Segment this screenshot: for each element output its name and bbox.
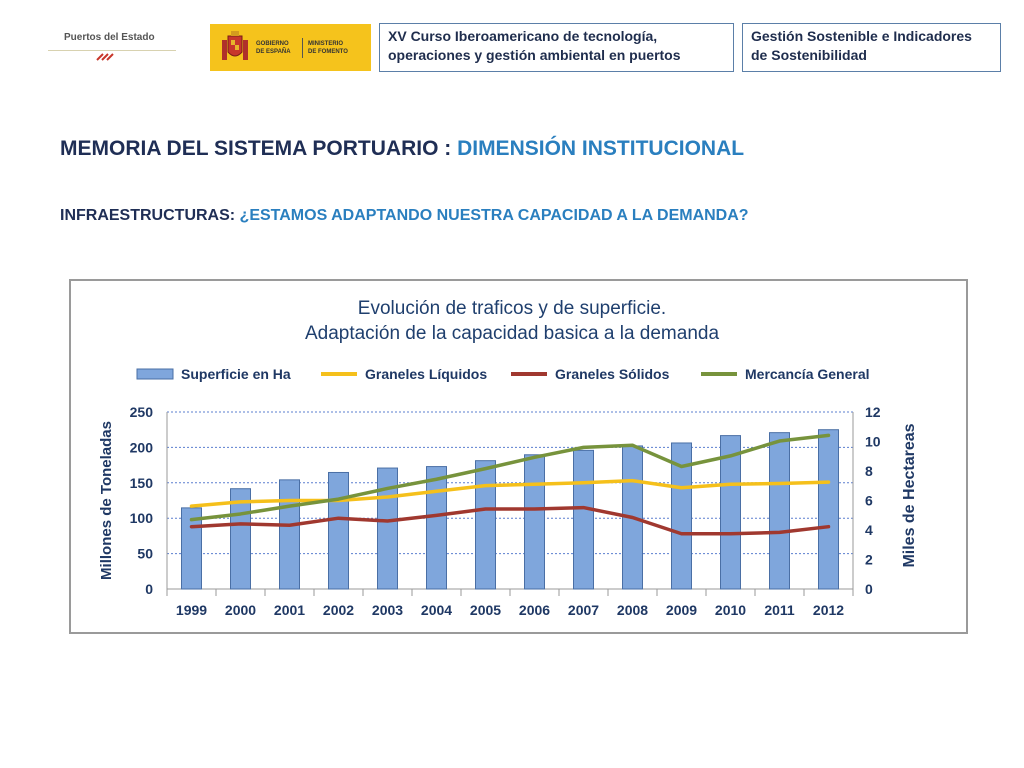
bar-superficie-10 xyxy=(671,442,692,590)
bar-superficie-13 xyxy=(818,429,839,590)
legend-label-3: Mercancía General xyxy=(745,366,870,382)
bar-superficie-6 xyxy=(475,460,496,590)
x-tick-label-13: 2012 xyxy=(813,602,844,618)
y2-tick-label-0: 12 xyxy=(865,404,881,420)
series-line-2 xyxy=(189,505,831,536)
legend-label-0: Superficie en Ha xyxy=(181,366,291,382)
y2-tick-label-1: 10 xyxy=(865,434,881,450)
legend-label-1: Graneles Líquidos xyxy=(365,366,487,382)
traffic-surface-chart: Evolución de traficos y de superficie. Ad… xyxy=(98,298,918,618)
chart-title: Evolución de traficos y de superficie. xyxy=(358,298,666,319)
y-axis-title: Millones de Toneladas xyxy=(98,421,115,580)
page-subtitle-prefix: INFRAESTRUCTURAS: xyxy=(60,207,240,224)
y-tick-label-4: 50 xyxy=(137,546,153,562)
x-tick-label-0: 1999 xyxy=(176,602,207,618)
chart-frame: Evolución de traficos y de superficie. Ad… xyxy=(69,279,968,634)
series-line-3 xyxy=(189,433,831,522)
y2-tick-label-3: 6 xyxy=(865,493,873,509)
ministerio-line-1: MINISTERIO xyxy=(308,41,344,47)
page-title: MEMORIA DEL SISTEMA PORTUARIO : DIMENSIÓ… xyxy=(60,137,744,161)
y-tick-label-0: 250 xyxy=(130,404,154,420)
x-tick-label-12: 2011 xyxy=(764,602,795,618)
bar-superficie-11 xyxy=(720,435,741,590)
x-tick-label-7: 2006 xyxy=(519,602,550,618)
x-tick-label-2: 2001 xyxy=(274,602,305,618)
gobierno-line-2: DE ESPAÑA xyxy=(256,49,291,55)
page-subtitle-accent: ¿ESTAMOS ADAPTANDO NUESTRA CAPACIDAD A L… xyxy=(239,207,749,224)
y-tick-label-1: 200 xyxy=(130,439,154,455)
page-subtitle: INFRAESTRUCTURAS: ¿ESTAMOS ADAPTANDO NUE… xyxy=(60,207,749,225)
x-tick-label-3: 2002 xyxy=(323,602,354,618)
legend-label-2: Graneles Sólidos xyxy=(555,366,670,382)
gobierno-text: GOBIERNO DE ESPAÑA xyxy=(256,40,291,56)
topic-title-box: Gestión Sostenible e Indicadores de Sost… xyxy=(742,23,1001,72)
legend-swatch-0 xyxy=(136,368,174,380)
y-tick-label-3: 100 xyxy=(130,510,154,526)
y2-tick-label-4: 4 xyxy=(865,522,873,538)
x-tick-label-9: 2008 xyxy=(617,602,648,618)
bar-superficie-12 xyxy=(769,432,790,590)
y2-tick-label-2: 8 xyxy=(865,463,873,479)
x-tick-label-5: 2004 xyxy=(421,602,452,618)
ministerio-text: MINISTERIO DE FOMENTO xyxy=(308,40,348,56)
page-title-accent: DIMENSIÓN INSTITUCIONAL xyxy=(457,137,745,160)
y2-axis-title: Miles de Hectareas xyxy=(901,423,918,567)
gobierno-line-1: GOBIERNO xyxy=(256,41,289,47)
logo-text: Puertos del Estado xyxy=(64,32,155,43)
bar-superficie-7 xyxy=(524,454,545,590)
puertos-del-estado-logo: Puertos del Estado xyxy=(48,26,176,74)
x-tick-label-4: 2003 xyxy=(372,602,403,618)
logo-separator xyxy=(302,38,303,58)
y2-tick-label-5: 2 xyxy=(865,552,873,568)
coat-of-arms-icon xyxy=(222,31,248,60)
course-title-box: XV Curso Iberoamericano de tecnología, o… xyxy=(379,23,734,72)
x-tick-label-10: 2009 xyxy=(666,602,697,618)
y-tick-label-5: 0 xyxy=(145,581,153,597)
bar-superficie-3 xyxy=(328,471,349,590)
bar-superficie-2 xyxy=(279,479,300,590)
chart-subtitle: Adaptación de la capacidad basica a la d… xyxy=(305,323,720,344)
x-tick-label-11: 2010 xyxy=(715,602,746,618)
page-title-prefix: MEMORIA DEL SISTEMA PORTUARIO : xyxy=(60,137,458,160)
x-tick-label-1: 2000 xyxy=(225,602,256,618)
logo-rule xyxy=(48,50,176,51)
series-line-1 xyxy=(189,478,831,508)
x-tick-label-8: 2007 xyxy=(568,602,599,618)
x-tick-label-6: 2005 xyxy=(470,602,501,618)
ministerio-line-2: DE FOMENTO xyxy=(308,49,348,55)
logo-mark-icon xyxy=(96,53,114,61)
y-tick-label-2: 150 xyxy=(130,475,154,491)
gobierno-espana-logo: GOBIERNO DE ESPAÑA MINISTERIO DE FOMENTO xyxy=(210,24,371,71)
bar-superficie-5 xyxy=(426,466,447,590)
y2-tick-label-6: 0 xyxy=(865,581,873,597)
bar-superficie-8 xyxy=(573,449,594,590)
